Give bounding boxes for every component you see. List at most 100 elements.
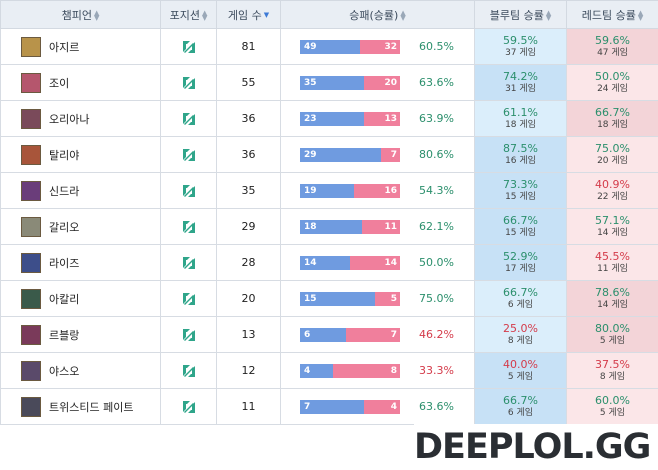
table-row[interactable]: 탈리야 36 29 7 80.6% 87.5% 16 게임 75.0% 20 게임 (0, 136, 658, 173)
red-games: 14 게임 (597, 300, 628, 310)
red-games: 5 게임 (599, 408, 626, 418)
sort-icon[interactable]: ▲ ▼ (400, 8, 406, 22)
header-position[interactable]: 포지션 ▲ ▼ (160, 0, 217, 29)
champion-cell[interactable]: 탈리야 (0, 136, 161, 173)
games-cell: 36 (216, 136, 281, 173)
table-row[interactable]: 르블랑 13 6 7 46.2% 25.0% 8 게임 80.0% 5 게임 (0, 316, 658, 353)
champion-name: 오리아나 (49, 112, 90, 126)
red-winrate: 60.0% (595, 394, 630, 407)
blue-winrate-cell: 74.2% 31 게임 (474, 64, 567, 101)
champion-cell[interactable]: 르블랑 (0, 316, 161, 353)
champion-cell[interactable]: 갈리오 (0, 208, 161, 245)
sort-icon[interactable]: ▲ ▼ (93, 8, 100, 22)
wins-segment: 4 (300, 363, 334, 378)
sort-icon[interactable]: ▲ ▼ (545, 8, 552, 22)
table-row[interactable]: 아지르 81 49 32 60.5% 59.5% 37 게임 59.6% 47 게임 (0, 28, 658, 65)
mid-lane-icon (182, 257, 195, 269)
champion-name: 아지르 (49, 40, 80, 54)
header-winloss[interactable]: 승패(승률) ▲ ▼ (280, 0, 475, 29)
blue-winrate-cell: 52.9% 17 게임 (474, 244, 567, 281)
blue-winrate-cell: 25.0% 8 게임 (474, 316, 567, 353)
champion-portrait (21, 144, 41, 165)
winloss-cell: 7 4 63.6% (280, 388, 475, 425)
blue-winrate-cell: 66.7% 15 게임 (474, 208, 567, 245)
winrate-text: 75.0% (419, 292, 454, 305)
header-champion-label: 챔피언 (61, 8, 92, 22)
champion-cell[interactable]: 트위스티드 페이트 (0, 388, 161, 425)
blue-winrate-cell: 87.5% 16 게임 (474, 136, 567, 173)
winrate-text: 80.6% (419, 148, 454, 161)
sort-desc-icon[interactable]: ▼ (263, 11, 270, 19)
champion-cell[interactable]: 야스오 (0, 352, 161, 389)
header-position-label: 포지션 (169, 8, 200, 22)
table-row[interactable]: 야스오 12 4 8 33.3% 40.0% 5 게임 37.5% 8 게임 (0, 352, 658, 389)
position-cell (160, 64, 217, 101)
header-champion[interactable]: 챔피언 ▲ ▼ (0, 0, 161, 29)
table-row[interactable]: 아칼리 20 15 5 75.0% 66.7% 6 게임 78.6% 14 게임 (0, 280, 658, 317)
blue-winrate: 66.7% (503, 394, 538, 407)
winloss-cell: 18 11 62.1% (280, 208, 475, 245)
losses-segment: 7 (346, 327, 400, 342)
table-row[interactable]: 오리아나 36 23 13 63.9% 61.1% 18 게임 66.7% 18 게임 (0, 100, 658, 137)
table-row[interactable]: 라이즈 28 14 14 50.0% 52.9% 17 게임 45.5% 11 게임 (0, 244, 658, 281)
champion-cell[interactable]: 신드라 (0, 172, 161, 209)
header-blue-winrate[interactable]: 블루팀 승률 ▲ ▼ (474, 0, 567, 29)
red-games: 20 게임 (597, 156, 628, 166)
games-cell: 12 (216, 352, 281, 389)
games-cell: 28 (216, 244, 281, 281)
champion-name: 탈리야 (49, 148, 80, 162)
champion-portrait (21, 396, 41, 417)
position-cell (160, 244, 217, 281)
losses-segment: 20 (363, 75, 400, 90)
wins-segment: 7 (300, 399, 364, 414)
winrate-text: 54.3% (419, 184, 454, 197)
blue-winrate-cell: 61.1% 18 게임 (474, 100, 567, 137)
blue-winrate: 25.0% (503, 322, 538, 335)
red-games: 18 게임 (597, 120, 628, 130)
table-row[interactable]: 트위스티드 페이트 11 7 4 63.6% 66.7% 6 게임 60.0% 5 게임 (0, 388, 658, 425)
winrate-text: 60.5% (419, 40, 454, 53)
champion-portrait (21, 324, 41, 345)
champion-cell[interactable]: 라이즈 (0, 244, 161, 281)
games-cell: 36 (216, 100, 281, 137)
champion-portrait (21, 72, 41, 93)
sort-icon[interactable]: ▲ ▼ (201, 8, 208, 22)
champion-cell[interactable]: 아지르 (0, 28, 161, 65)
champion-cell[interactable]: 조이 (0, 64, 161, 101)
red-winrate-cell: 50.0% 24 게임 (566, 64, 658, 101)
table-row[interactable]: 신드라 35 19 16 54.3% 73.3% 15 게임 40.9% 22 게임 (0, 172, 658, 209)
champion-portrait (21, 36, 41, 57)
losses-segment: 8 (333, 363, 400, 378)
champion-name: 르블랑 (49, 328, 80, 342)
winloss-cell: 14 14 50.0% (280, 244, 475, 281)
red-winrate-cell: 59.6% 47 게임 (566, 28, 658, 65)
red-winrate-cell: 40.9% 22 게임 (566, 172, 658, 209)
winloss-cell: 4 8 33.3% (280, 352, 475, 389)
table-row[interactable]: 조이 55 35 20 63.6% 74.2% 31 게임 50.0% 24 게임 (0, 64, 658, 101)
red-winrate: 57.1% (595, 214, 630, 227)
champion-name: 갈리오 (49, 220, 80, 234)
position-cell (160, 172, 217, 209)
champion-cell[interactable]: 아칼리 (0, 280, 161, 317)
losses-segment: 11 (362, 219, 400, 234)
blue-games: 31 게임 (505, 84, 536, 94)
red-winrate-cell: 45.5% 11 게임 (566, 244, 658, 281)
champion-portrait (21, 216, 41, 237)
header-games[interactable]: 게임 수 ▼ (216, 0, 281, 29)
mid-lane-icon (182, 329, 195, 341)
winrate-text: 63.6% (419, 400, 454, 413)
blue-winrate-cell: 66.7% 6 게임 (474, 388, 567, 425)
table-row[interactable]: 갈리오 29 18 11 62.1% 66.7% 15 게임 57.1% 14 게임 (0, 208, 658, 245)
red-games: 22 게임 (597, 192, 628, 202)
blue-games: 8 게임 (507, 336, 534, 346)
games-cell: 13 (216, 316, 281, 353)
blue-winrate: 87.5% (503, 142, 538, 155)
red-winrate: 59.6% (595, 34, 630, 47)
sort-icon[interactable]: ▲ ▼ (637, 8, 644, 22)
wins-segment: 19 (300, 183, 355, 198)
champion-cell[interactable]: 오리아나 (0, 100, 161, 137)
mid-lane-icon (182, 401, 195, 413)
header-red-winrate[interactable]: 레드팀 승률 ▲ ▼ (566, 0, 658, 29)
